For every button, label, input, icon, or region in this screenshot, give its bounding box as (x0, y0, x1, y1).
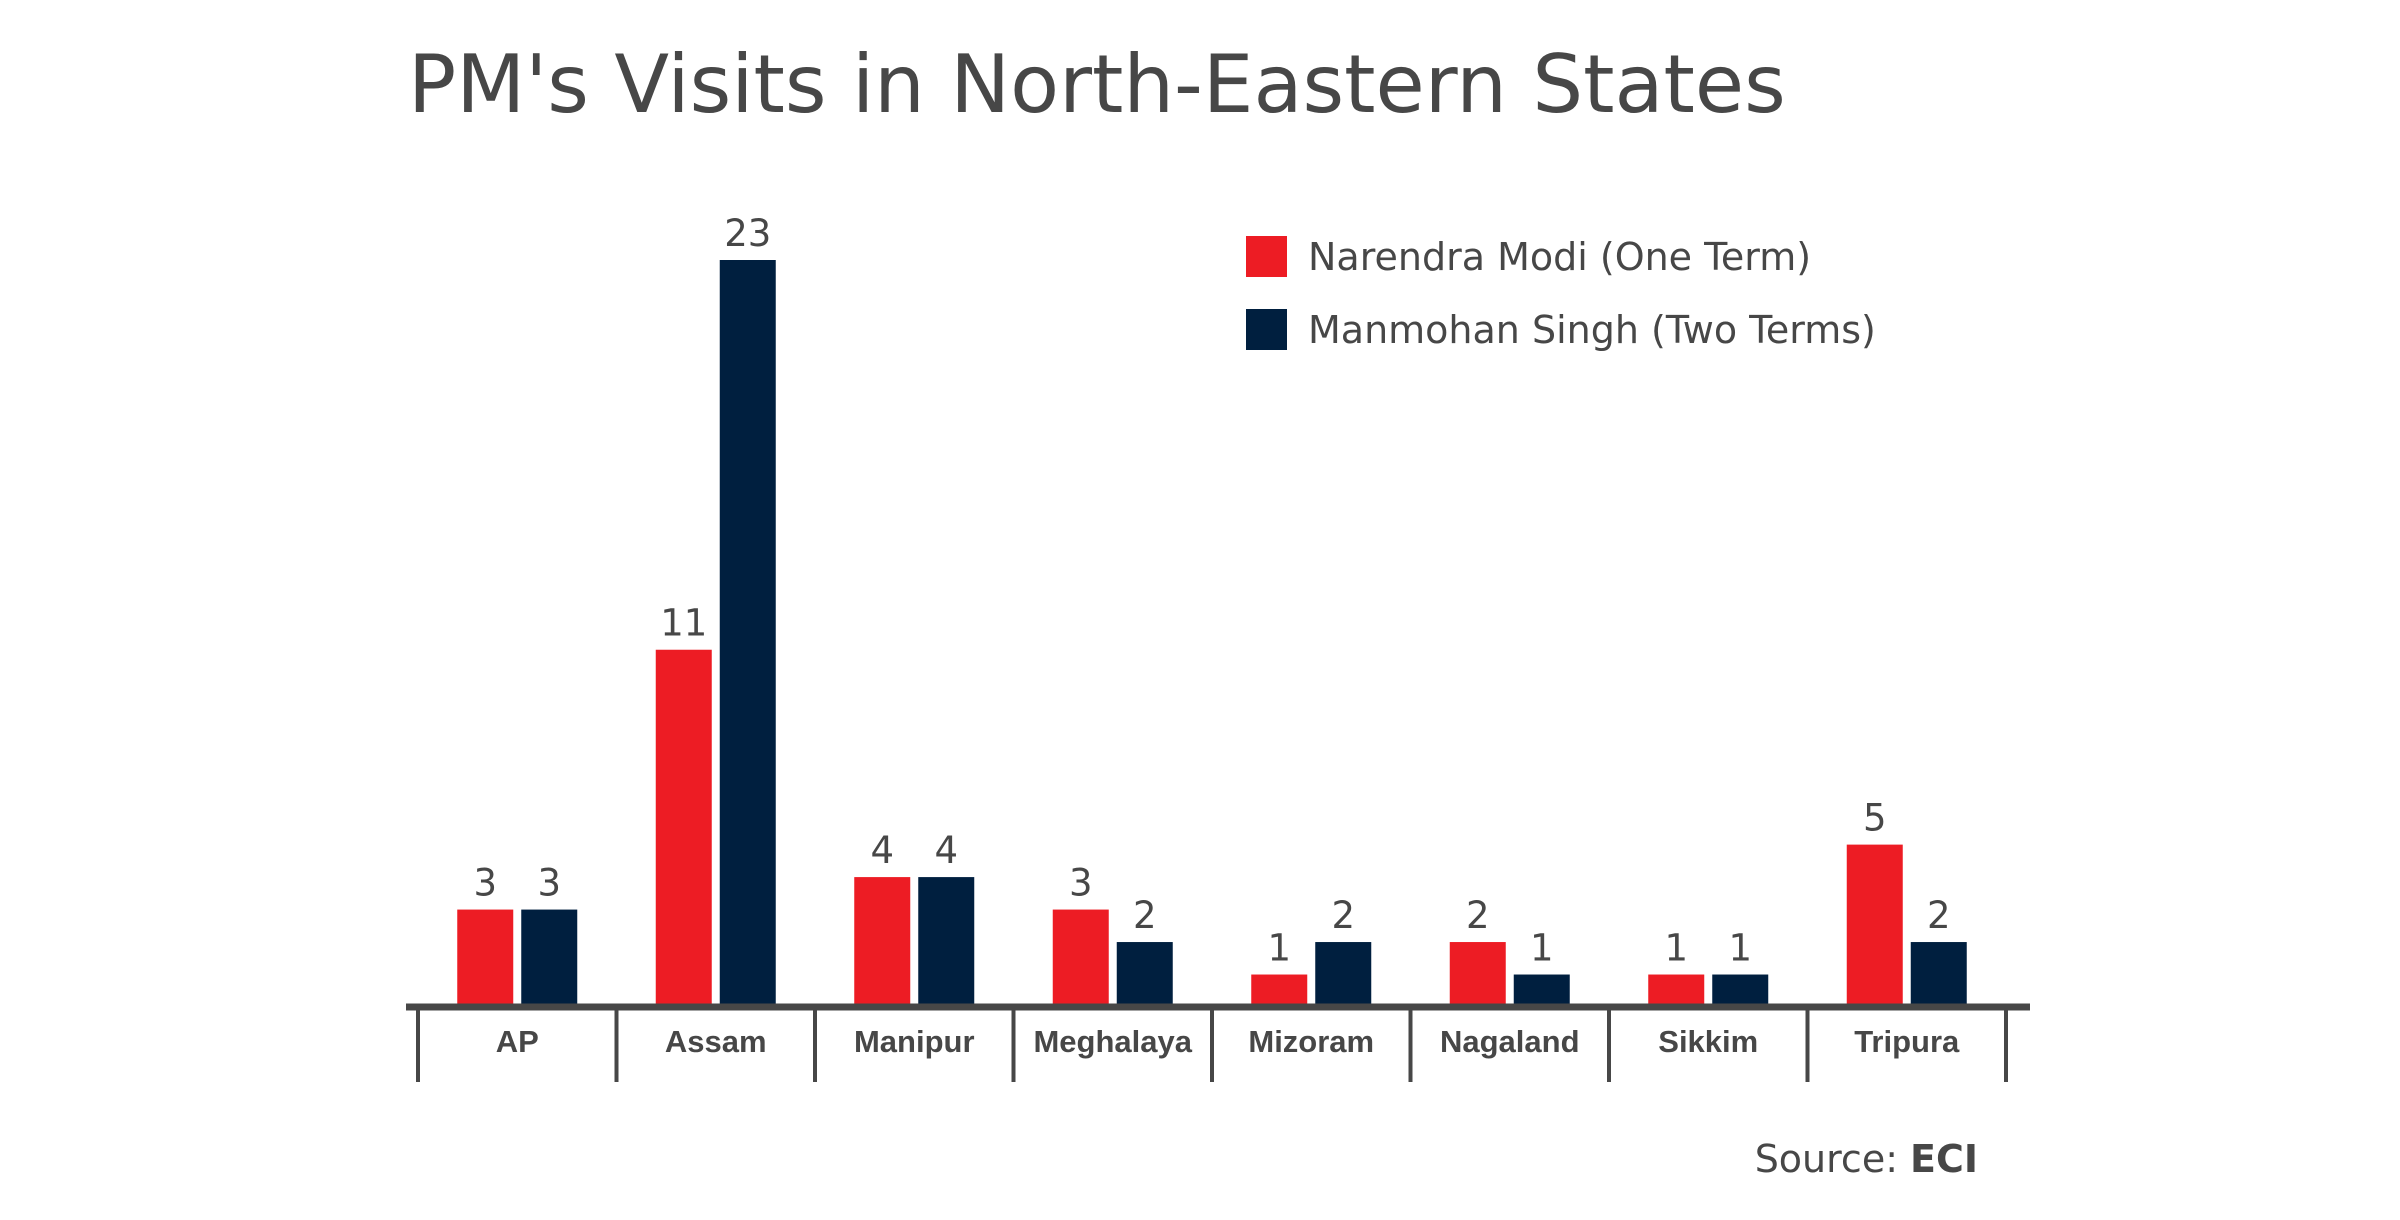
bar-tripura-series-1 (1846, 844, 1903, 1007)
bar-tripura-series-2 (1910, 942, 1967, 1007)
bar-ap-series-1 (457, 909, 514, 1007)
bar-meghalaya-series-2 (1116, 942, 1173, 1007)
category-label-sikkim: Sikkim (1658, 1024, 1758, 1059)
source-note: Source: ECI (1755, 1137, 1978, 1181)
data-label-tripura-series-1: 5 (1863, 797, 1887, 840)
bar-mizoram-series-2 (1315, 942, 1372, 1007)
data-label-manipur-series-2: 4 (934, 829, 958, 872)
bar-manipur-series-2 (918, 877, 975, 1007)
data-label-ap-series-1: 3 (473, 862, 497, 905)
legend: Narendra Modi (One Term) Manmohan Singh (… (1246, 235, 1876, 352)
source-value: ECI (1910, 1137, 1978, 1181)
data-label-sikkim-series-2: 1 (1728, 927, 1752, 970)
bar-assam-series-1 (655, 649, 712, 1007)
data-label-nagaland-series-1: 2 (1466, 894, 1490, 937)
category-label-tripura: Tripura (1854, 1024, 1960, 1059)
bar-manipur-series-1 (854, 877, 911, 1007)
data-label-assam-series-2: 23 (724, 212, 771, 255)
data-label-assam-series-1: 11 (660, 602, 707, 645)
chart-title: PM's Visits in North-Eastern States (408, 38, 1786, 131)
data-label-meghalaya-series-1: 3 (1069, 862, 1093, 905)
category-label-assam: Assam (665, 1024, 767, 1059)
legend-swatch-series-1 (1246, 236, 1287, 277)
data-label-manipur-series-1: 4 (870, 829, 894, 872)
bar-ap-series-2 (521, 909, 578, 1007)
source-label: Source: (1755, 1137, 1898, 1181)
data-label-ap-series-2: 3 (537, 862, 561, 905)
data-label-meghalaya-series-2: 2 (1133, 894, 1157, 937)
x-axis: AP Assam Manipur Meghalaya Mizoram Nagaland Si… (406, 1003, 2030, 1082)
data-label-sikkim-series-1: 1 (1664, 927, 1688, 970)
category-label-nagaland: Nagaland (1440, 1024, 1580, 1059)
category-label-mizoram: Mizoram (1248, 1024, 1374, 1059)
data-label-tripura-series-2: 2 (1927, 894, 1951, 937)
data-label-nagaland-series-2: 1 (1530, 927, 1554, 970)
data-label-mizoram-series-2: 2 (1331, 894, 1355, 937)
legend-swatch-series-2 (1246, 309, 1287, 350)
legend-label-series-1: Narendra Modi (One Term) (1308, 235, 1811, 279)
bar-nagaland-series-1 (1449, 942, 1506, 1007)
bar-nagaland-series-2 (1513, 974, 1570, 1007)
bars-group (457, 260, 1967, 1007)
bar-sikkim-series-1 (1648, 974, 1705, 1007)
category-label-ap: AP (496, 1024, 539, 1059)
category-label-meghalaya: Meghalaya (1033, 1024, 1192, 1059)
bar-assam-series-2 (719, 260, 776, 1007)
bar-mizoram-series-1 (1251, 974, 1308, 1007)
category-label-manipur: Manipur (854, 1024, 975, 1059)
data-label-mizoram-series-1: 1 (1267, 927, 1291, 970)
legend-label-series-2: Manmohan Singh (Two Terms) (1308, 308, 1876, 352)
bar-meghalaya-series-1 (1052, 909, 1109, 1007)
bar-sikkim-series-2 (1712, 974, 1769, 1007)
